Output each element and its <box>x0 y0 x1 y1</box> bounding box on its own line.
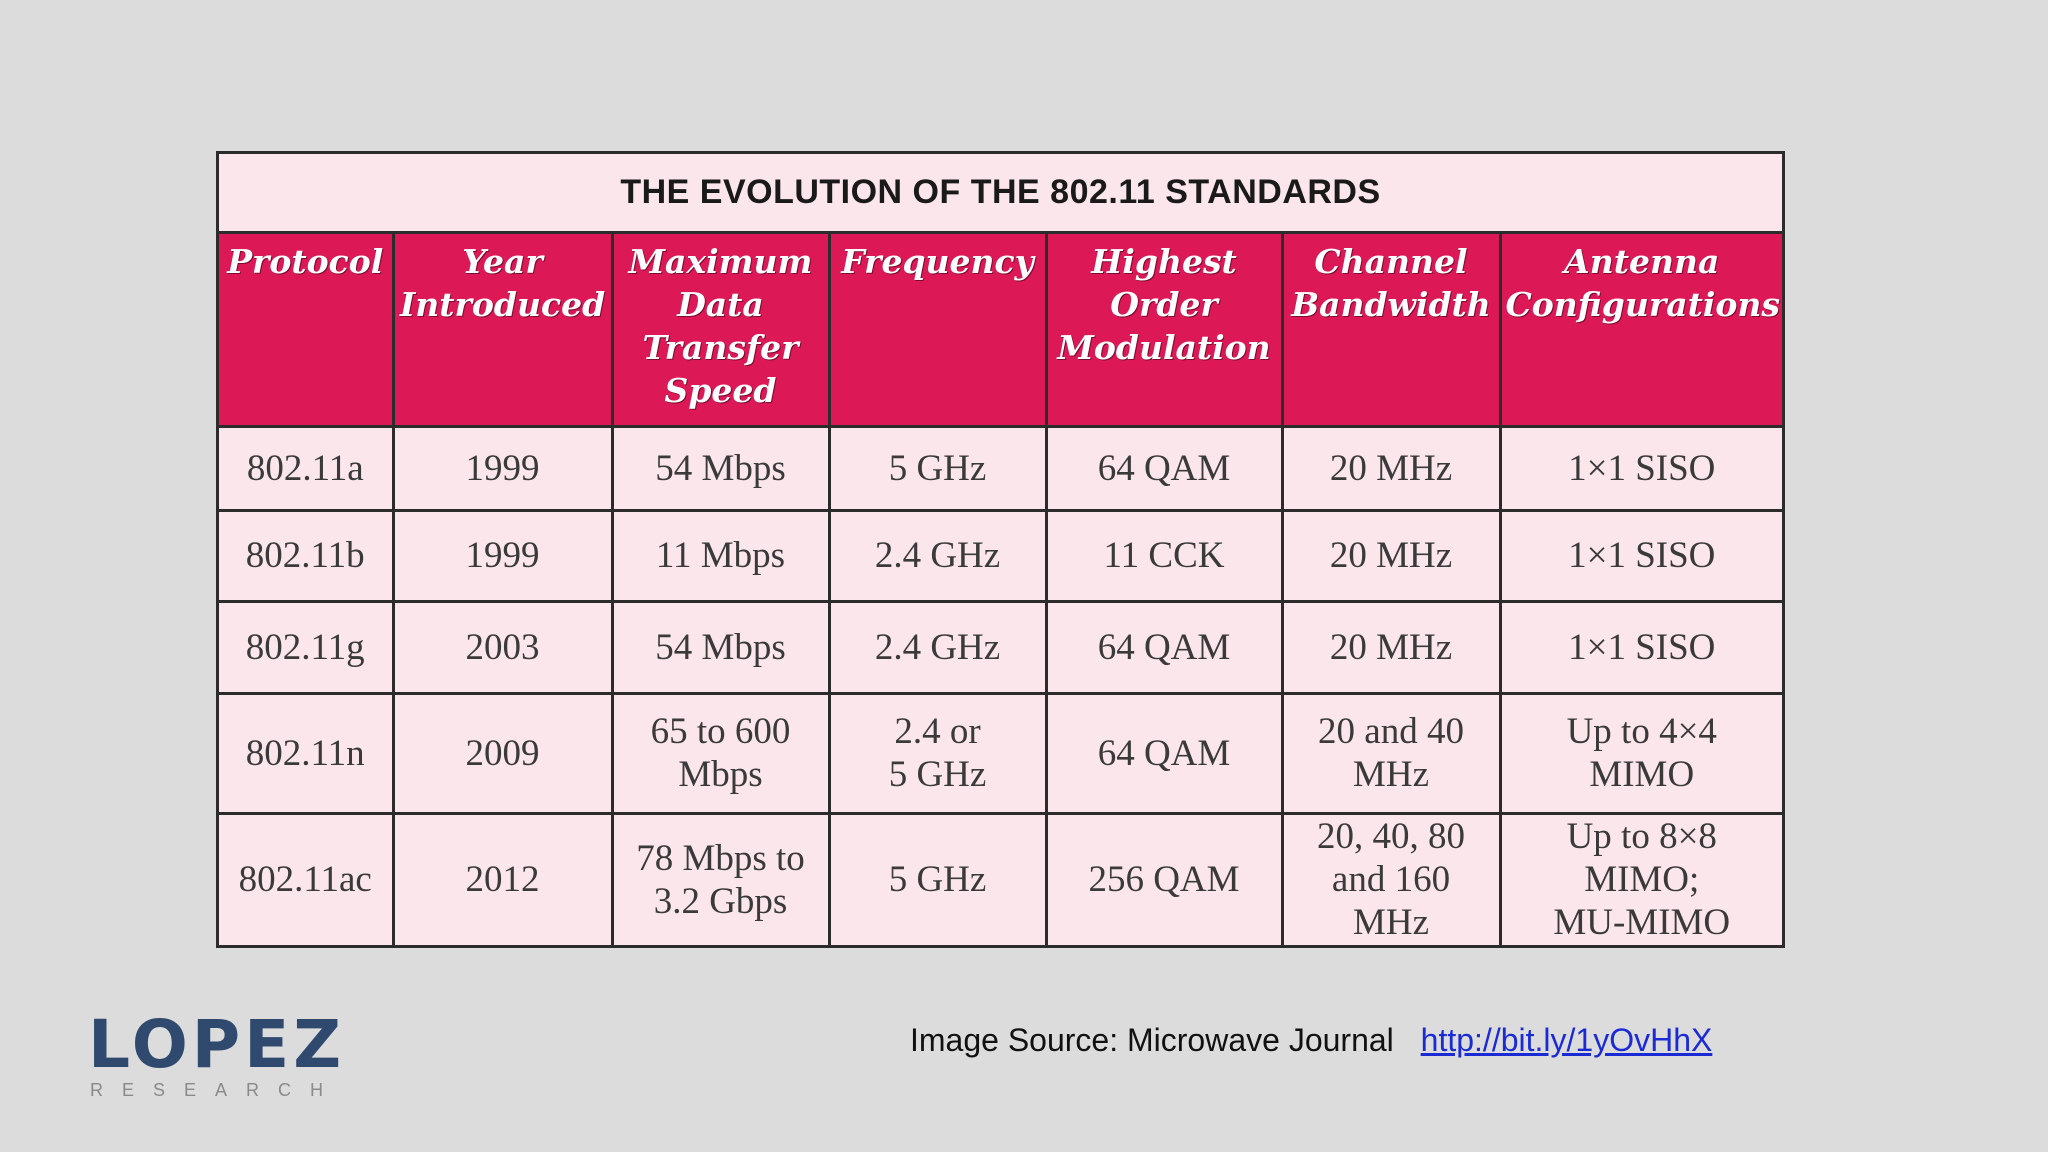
table-cell: 54 Mbps <box>610 599 831 695</box>
table-row: 802.11b 1999 11 Mbps 2.4 GHz 11 CCK 20 M… <box>219 508 1782 603</box>
standards-table-panel: THE EVOLUTION OF THE 802.11 STANDARDS Pr… <box>216 151 1785 948</box>
table-cell: 5 GHz <box>827 811 1048 945</box>
table-cell: 20, 40, 80 and 160 MHz <box>1280 811 1502 945</box>
table-cell: 20 MHz <box>1280 508 1502 603</box>
table-cell: 802.11n <box>219 691 395 815</box>
table-cell: 256 QAM <box>1044 811 1284 945</box>
table-cell: 1×1 SISO <box>1498 424 1782 512</box>
table-cell: 78 Mbps to 3.2 Gbps <box>610 811 831 945</box>
table-cell: 64 QAM <box>1044 599 1284 695</box>
table-cell: 64 QAM <box>1044 424 1284 512</box>
table-cell: 2003 <box>391 599 614 695</box>
table-cell: 2.4 GHz <box>827 599 1048 695</box>
table-cell: 65 to 600 Mbps <box>610 691 831 815</box>
header-frequency: Frequency <box>827 234 1048 428</box>
table-cell: 20 MHz <box>1280 424 1502 512</box>
header-row: Protocol Year Introduced Maximum Data Tr… <box>219 234 1782 428</box>
table-cell: Up to 8×8 MIMO; MU-MIMO <box>1498 811 1782 945</box>
table-cell: 2.4 GHz <box>827 508 1048 603</box>
table-cell: 2.4 or 5 GHz <box>827 691 1048 815</box>
table-cell: 802.11b <box>219 508 395 603</box>
table-cell: 1×1 SISO <box>1498 599 1782 695</box>
table-row: 802.11ac 2012 78 Mbps to 3.2 Gbps 5 GHz … <box>219 811 1782 945</box>
table-cell: 2009 <box>391 691 614 815</box>
logo-subtitle: RESEARCH <box>90 1080 343 1100</box>
table-cell: Up to 4×4 MIMO <box>1498 691 1782 815</box>
image-source-caption: Image Source: Microwave Journal http://b… <box>910 1022 1712 1059</box>
lopez-research-logo: LOPEZ RESEARCH <box>88 1010 341 1110</box>
table-cell: 802.11ac <box>219 811 395 945</box>
header-modulation: Highest Order Modulation <box>1044 234 1284 428</box>
logo-wordmark: LOPEZ <box>88 1006 346 1083</box>
table-title: THE EVOLUTION OF THE 802.11 STANDARDS <box>219 154 1782 234</box>
table-row: 802.11g 2003 54 Mbps 2.4 GHz 64 QAM 20 M… <box>219 599 1782 695</box>
table-cell: 802.11g <box>219 599 395 695</box>
table-cell: 1999 <box>391 424 614 512</box>
header-antenna-config: Antenna Configurations <box>1498 234 1782 428</box>
table-cell: 1×1 SISO <box>1498 508 1782 603</box>
table-cell: 1999 <box>391 508 614 603</box>
table-cell: 5 GHz <box>827 424 1048 512</box>
header-channel-bandwidth: Channel Bandwidth <box>1280 234 1502 428</box>
header-max-speed: Maximum Data Transfer Speed <box>610 234 831 428</box>
table-cell: 802.11a <box>219 424 395 512</box>
source-link[interactable]: http://bit.ly/1yOvHhX <box>1420 1022 1713 1058</box>
table-cell: 2012 <box>391 811 614 945</box>
table-cell: 64 QAM <box>1044 691 1284 815</box>
header-year-introduced: Year Introduced <box>391 234 614 428</box>
table-cell: 54 Mbps <box>610 424 831 512</box>
table-cell: 11 Mbps <box>610 508 831 603</box>
table-cell: 11 CCK <box>1044 508 1284 603</box>
table-row: 802.11n 2009 65 to 600 Mbps 2.4 or 5 GHz… <box>219 691 1782 815</box>
table-cell: 20 and 40 MHz <box>1280 691 1502 815</box>
table-cell: 20 MHz <box>1280 599 1502 695</box>
header-protocol: Protocol <box>219 234 395 428</box>
table-row: 802.11a 1999 54 Mbps 5 GHz 64 QAM 20 MHz… <box>219 424 1782 512</box>
standards-table: Protocol Year Introduced Maximum Data Tr… <box>219 234 1782 945</box>
source-label: Image Source: Microwave Journal <box>910 1022 1394 1058</box>
